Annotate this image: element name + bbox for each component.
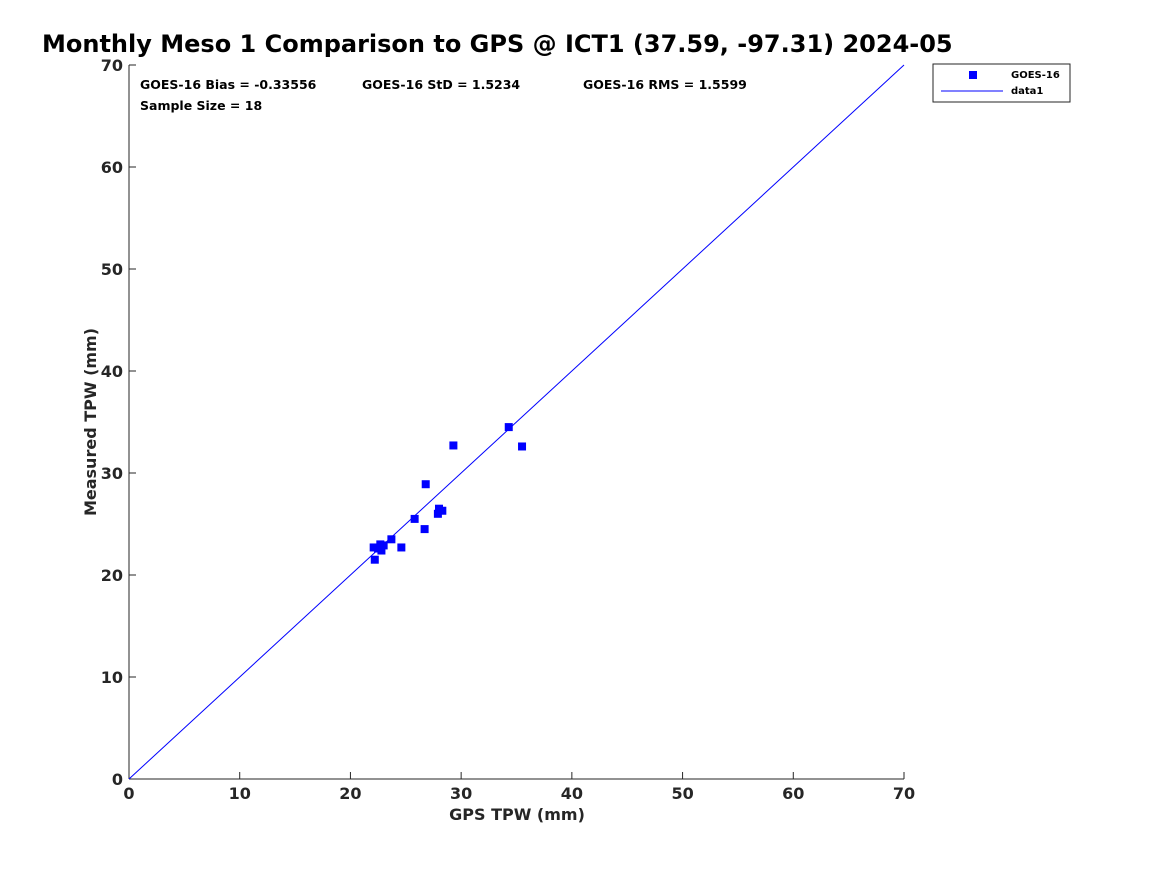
x-tick-label: 30 <box>450 784 472 803</box>
data-point-goes16 <box>504 423 513 432</box>
legend-marker-goes16 <box>969 71 977 79</box>
stat-sample-size: Sample Size = 18 <box>140 98 262 113</box>
data-point-goes16 <box>438 506 447 515</box>
x-tick-label: 60 <box>782 784 804 803</box>
y-axis-label: Measured TPW (mm) <box>81 328 100 516</box>
x-tick-labels: 0 10 20 30 40 50 60 70 <box>123 784 915 803</box>
data-point-goes16 <box>387 535 396 544</box>
legend-box <box>932 63 1071 103</box>
data-point-goes16 <box>377 546 386 555</box>
data-point-goes16 <box>397 543 406 552</box>
legend-label-data1: data1 <box>1011 86 1043 97</box>
y-tick-label: 70 <box>101 56 123 75</box>
x-tick-label: 40 <box>561 784 583 803</box>
x-tick-label: 50 <box>671 784 693 803</box>
data-point-goes16 <box>518 442 527 451</box>
x-tick-label: 10 <box>229 784 251 803</box>
x-tick-label: 70 <box>893 784 915 803</box>
x-tick-label: 20 <box>339 784 361 803</box>
y-tick-label: 0 <box>112 770 123 789</box>
y-tick-label: 40 <box>101 362 123 381</box>
y-tick-label: 10 <box>101 668 123 687</box>
scatter-points <box>369 423 527 564</box>
data-point-goes16 <box>449 441 458 450</box>
data-point-goes16 <box>410 514 419 523</box>
y-tick-labels: 0 10 20 30 40 50 60 70 <box>101 56 123 789</box>
axes <box>128 64 905 780</box>
y-tick-label: 60 <box>101 158 123 177</box>
reference-line-data1 <box>128 64 905 780</box>
y-tick-label: 30 <box>101 464 123 483</box>
stat-rms: GOES-16 RMS = 1.5599 <box>583 77 747 92</box>
reference-line-layer <box>128 64 905 780</box>
stat-bias: GOES-16 Bias = -0.33556 <box>140 77 317 92</box>
data-point-goes16 <box>433 509 442 518</box>
x-tick-label: 0 <box>123 784 134 803</box>
chart-title: Monthly Meso 1 Comparison to GPS @ ICT1 … <box>42 30 953 58</box>
x-axis-label: GPS TPW (mm) <box>449 805 585 824</box>
data-point-goes16 <box>421 480 430 489</box>
data-point-goes16 <box>370 555 379 564</box>
legend: GOES-16 data1 <box>932 63 1071 103</box>
legend-label-goes16: GOES-16 <box>1011 70 1060 81</box>
y-tick-label: 20 <box>101 566 123 585</box>
data-point-goes16 <box>420 525 429 534</box>
stat-std: GOES-16 StD = 1.5234 <box>362 77 520 92</box>
data-point-goes16 <box>379 541 388 550</box>
data-point-goes16 <box>369 543 378 552</box>
y-tick-label: 50 <box>101 260 123 279</box>
